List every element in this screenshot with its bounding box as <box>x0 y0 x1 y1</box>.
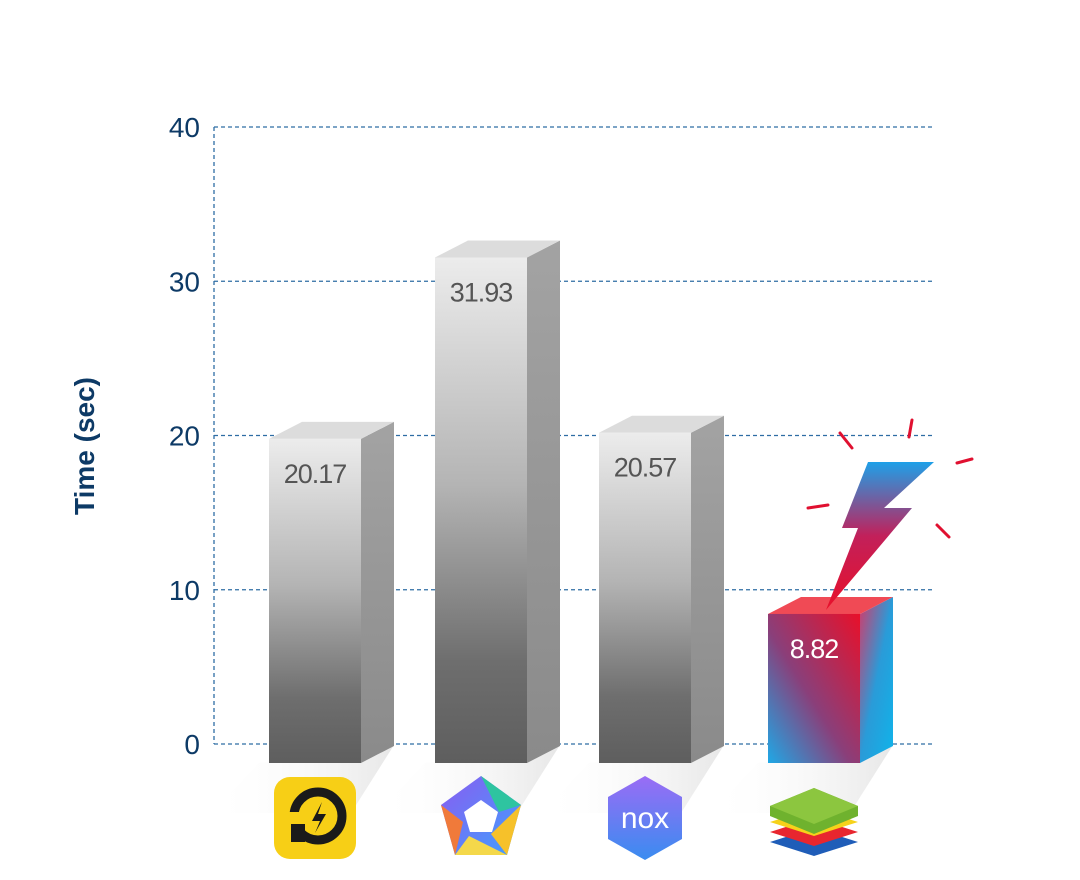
burst-line <box>806 503 830 510</box>
bar <box>599 432 691 763</box>
y-tick-label: 10 <box>169 575 200 606</box>
bar-memu: 31.93 <box>435 240 560 764</box>
bar-ldplayer: 20.17 <box>269 421 394 763</box>
bar-bluestacks: 8.82 <box>768 596 893 763</box>
bar-top <box>269 421 394 439</box>
bar-value-label: 31.93 <box>450 277 513 307</box>
bar-side <box>691 415 724 763</box>
bar <box>269 438 361 763</box>
y-tick-label: 20 <box>169 421 200 452</box>
y-tick-label: 40 <box>169 112 200 143</box>
bar-value-label: 20.57 <box>614 453 677 483</box>
y-axis-label: Time (sec) <box>69 377 100 515</box>
category-icons: nox <box>274 776 858 860</box>
ldplayer-logo-icon <box>274 777 356 859</box>
nox-logo-icon: nox <box>608 776 682 860</box>
bar-nox: 20.57 <box>599 415 724 763</box>
bar-top <box>768 596 893 614</box>
bar-top <box>599 415 724 433</box>
burst-line <box>838 431 854 450</box>
bluestacks-logo-icon <box>770 788 858 856</box>
y-axis: 0 10 20 30 40 <box>169 112 200 760</box>
bar-value-label: 8.82 <box>790 634 839 664</box>
y-tick-label: 30 <box>169 266 200 297</box>
nox-logo-text: nox <box>621 802 669 835</box>
burst-line <box>907 418 914 439</box>
bar-side <box>860 596 893 763</box>
bar-top <box>435 240 560 258</box>
burst-line <box>935 523 951 539</box>
bolt-shape <box>826 462 934 610</box>
bar-side <box>527 240 560 764</box>
memu-logo-icon <box>441 776 521 855</box>
burst-line <box>955 457 974 465</box>
bar-side <box>361 421 394 763</box>
bars: 20.17 31.93 20.57 8.82 <box>269 240 893 764</box>
bar <box>435 257 527 763</box>
bar <box>768 613 860 763</box>
lightning-bolt-icon <box>806 418 974 610</box>
bar-value-label: 20.17 <box>284 459 347 489</box>
y-tick-label: 0 <box>184 729 200 760</box>
